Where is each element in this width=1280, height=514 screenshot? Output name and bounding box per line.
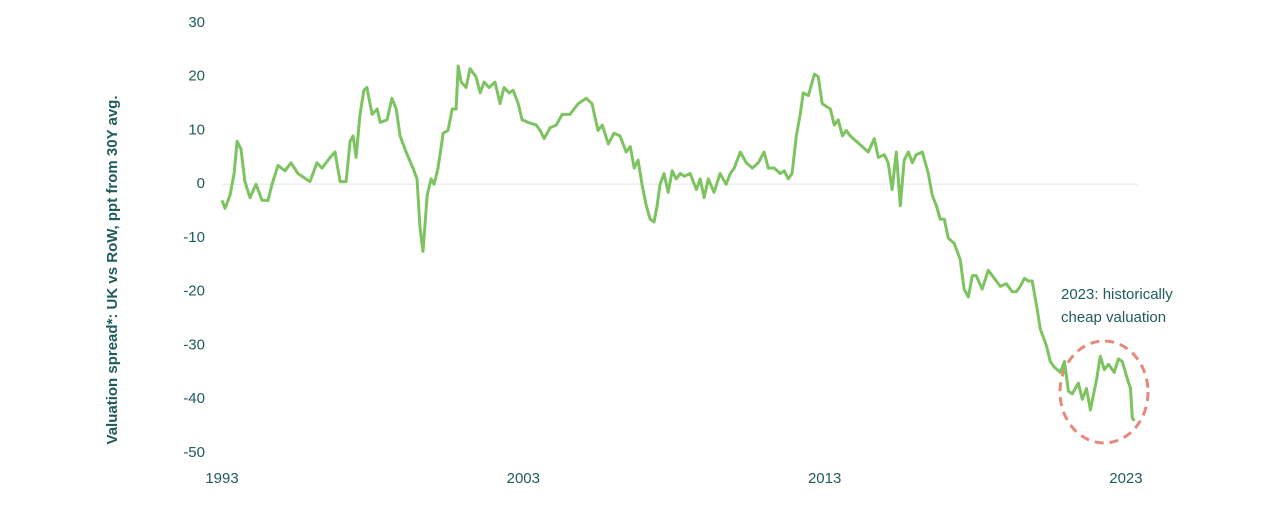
y-tick-label: -30 (183, 336, 205, 353)
y-axis-label: Valuation spread*: UK vs RoW, ppt from 3… (104, 96, 121, 445)
annotation: cheap valuation (1061, 309, 1166, 326)
data-line (220, 64, 1136, 422)
highlight-circle (1058, 339, 1150, 445)
x-tick-label: 1993 (205, 470, 238, 487)
y-tick-label: 20 (188, 68, 205, 85)
x-tick-label: 2003 (507, 470, 540, 487)
y-tick-label: 10 (188, 121, 205, 138)
y-tick-label: 30 (188, 14, 205, 31)
y-tick-label: -50 (183, 444, 205, 461)
x-tick-label: 2013 (808, 470, 841, 487)
y-tick-label: -20 (183, 283, 205, 300)
y-tick-label: -40 (183, 390, 205, 407)
y-tick-label: -10 (183, 229, 205, 246)
y-tick-label: 0 (197, 175, 205, 192)
x-tick-label: 2023 (1109, 470, 1142, 487)
annotation: 2023: historically (1061, 286, 1173, 303)
